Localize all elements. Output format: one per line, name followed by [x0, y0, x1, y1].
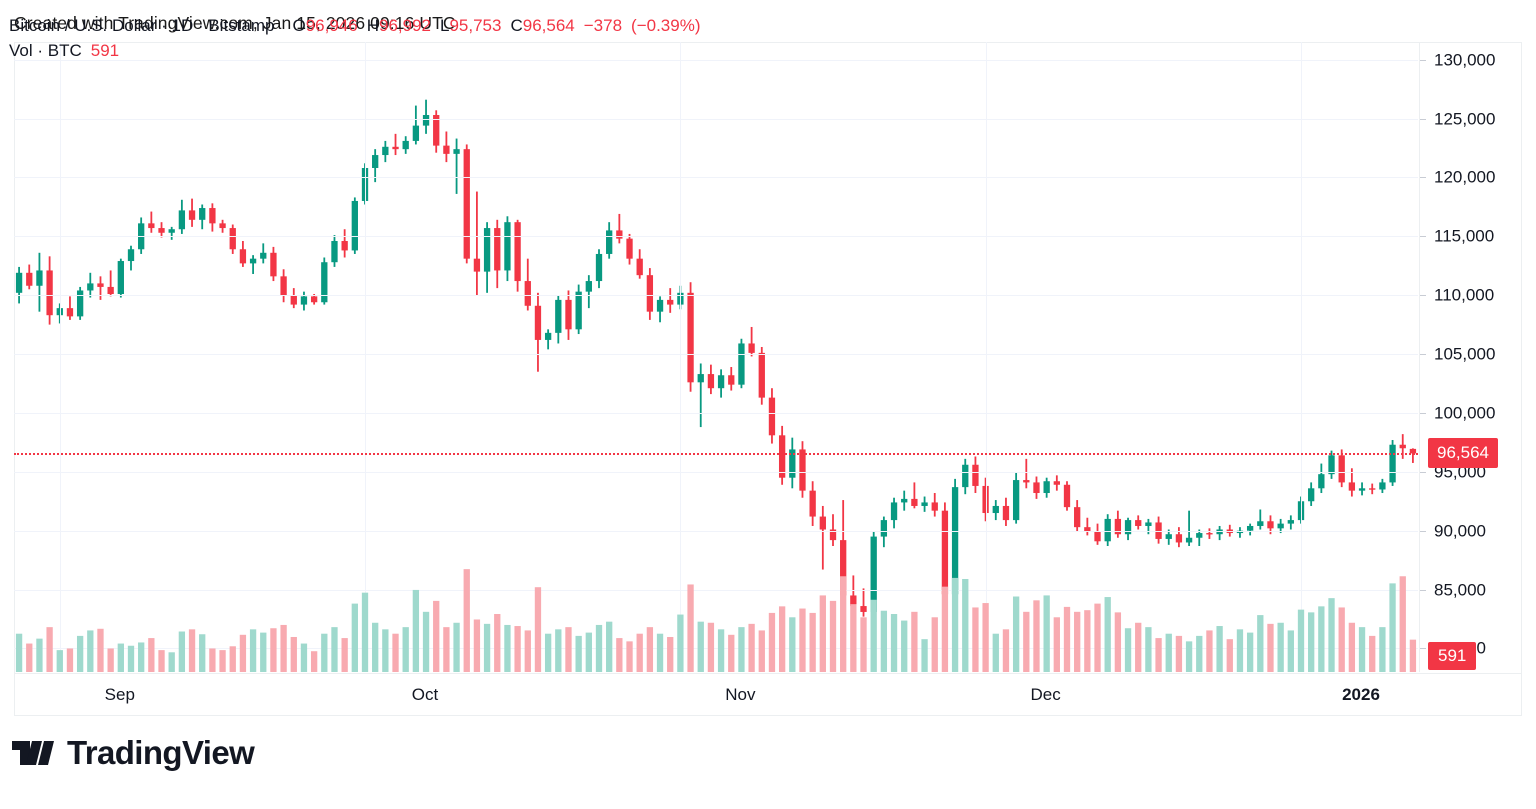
volume-series — [15, 569, 1417, 672]
time-tick-label: Nov — [725, 685, 756, 704]
legend-close-value: 96,564 — [522, 16, 575, 35]
price-scale-axis[interactable]: 130,000 125,000 120,000 115,000 110,000 105,0… — [1419, 42, 1522, 672]
horizontal-gridline — [14, 648, 1418, 650]
price-tick-mark — [1420, 412, 1426, 414]
horizontal-gridline — [14, 412, 1418, 414]
horizontal-gridline — [14, 589, 1418, 591]
price-tick-label: 100,000 — [1434, 403, 1496, 423]
price-tick-mark — [1420, 59, 1426, 61]
vertical-gridline — [680, 42, 682, 672]
horizontal-gridline — [14, 177, 1418, 179]
vertical-gridline — [1301, 42, 1302, 672]
chart-frame — [14, 42, 1522, 716]
price-tick-mark — [1420, 530, 1426, 532]
tradingview-mark-icon — [12, 738, 54, 768]
horizontal-gridline — [14, 59, 1418, 61]
time-tick-label: Oct — [411, 685, 439, 704]
vertical-gridline — [59, 42, 61, 672]
vertical-gridline — [365, 42, 366, 672]
legend-change-abs: −378 — [583, 16, 623, 35]
horizontal-gridline — [14, 530, 1418, 532]
price-tick-label: 90,000 — [1434, 521, 1486, 541]
horizontal-gridline — [14, 295, 1418, 297]
price-tick-mark — [1420, 295, 1426, 297]
price-tick-mark — [1420, 236, 1426, 238]
vertical-gridline — [985, 42, 987, 672]
candlestick-series — [15, 99, 1417, 624]
current-price-badge: 96,564 — [1428, 438, 1498, 469]
price-tick-label: 85,000 — [1434, 580, 1486, 600]
time-scale-axis[interactable]: Sep Oct Nov Dec 2026 — [14, 673, 1522, 716]
price-tick-mark — [1420, 589, 1426, 591]
created-with-caption: Created with TradingView.com, Jan 15, 20… — [14, 13, 456, 33]
price-tick-mark — [1420, 471, 1426, 473]
current-volume-badge: 591 — [1428, 642, 1477, 670]
price-tick-mark — [1420, 177, 1426, 179]
horizontal-gridline — [14, 236, 1418, 238]
tradingview-logo: TradingView — [12, 734, 255, 771]
price-tick-label: 130,000 — [1434, 50, 1496, 70]
price-tick-mark — [1420, 648, 1426, 650]
time-tick-label: Sep — [104, 685, 135, 704]
price-tick-label: 115,000 — [1434, 226, 1495, 246]
legend-close-label: C — [510, 16, 523, 35]
price-tick-label: 110,000 — [1434, 285, 1495, 305]
legend-low-value: 95,753 — [449, 16, 502, 35]
price-tick-label: 105,000 — [1434, 344, 1496, 364]
horizontal-gridline — [14, 471, 1418, 473]
legend-change-pct: (−0.39%) — [631, 16, 701, 35]
chart-plot-area[interactable] — [14, 42, 1418, 672]
price-tick-mark — [1420, 354, 1426, 356]
horizontal-gridline — [14, 354, 1418, 356]
price-tick-mark — [1420, 118, 1426, 120]
price-tick-label: 125,000 — [1434, 109, 1496, 129]
current-price-line — [14, 453, 1418, 456]
time-tick-label: Dec — [1030, 685, 1061, 704]
horizontal-gridline — [14, 118, 1418, 120]
time-tick-label: 2026 — [1342, 685, 1380, 704]
price-tick-label: 120,000 — [1434, 167, 1496, 187]
tradingview-wordmark: TradingView — [67, 734, 255, 771]
